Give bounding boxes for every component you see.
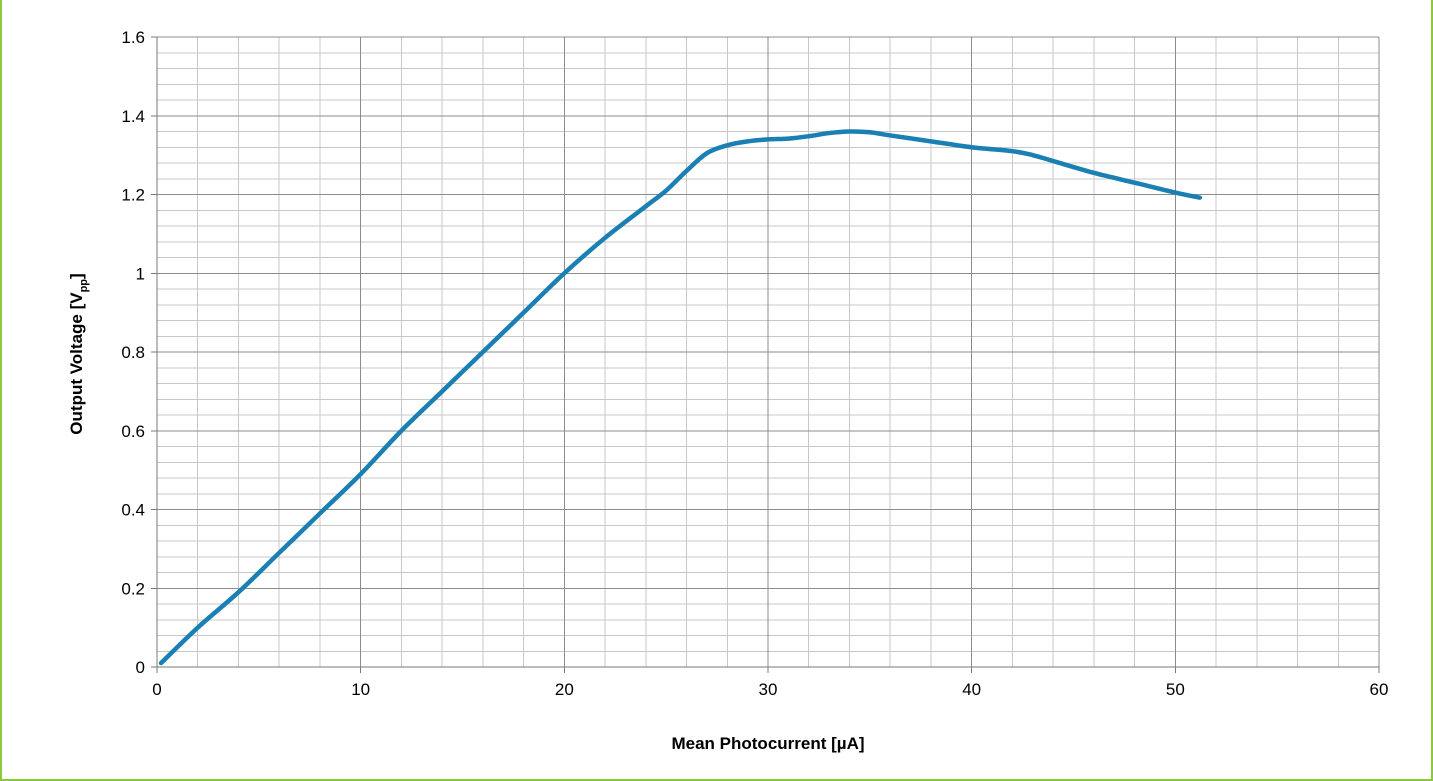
y-axis-title-subscript: pp: [78, 279, 90, 293]
y-tick-label: 0.8: [121, 343, 145, 362]
x-tick-labels: 0 10 20 30 40 50 60: [152, 680, 1388, 699]
y-tick-label: 1.2: [121, 186, 145, 205]
y-tick-label: 0.2: [121, 579, 145, 598]
y-tick-label: 1.4: [121, 107, 145, 126]
x-tick-label: 30: [759, 680, 778, 699]
y-axis-title-end: ]: [67, 273, 86, 279]
x-tick-label: 50: [1166, 680, 1185, 699]
series-layer: [158, 129, 1203, 666]
y-axis-title-main: Output Voltage [V: [67, 292, 86, 435]
y-tick-label: 0.4: [121, 501, 145, 520]
x-tick-label: 60: [1370, 680, 1389, 699]
x-axis-title: Mean Photocurrent [µA]: [671, 734, 864, 753]
y-axis-title: Output Voltage [Vpp]: [67, 273, 90, 434]
major-gridlines: [151, 36, 1380, 673]
x-tick-label: 0: [152, 680, 161, 699]
y-tick-label: 1.6: [121, 28, 145, 47]
y-tick-labels: 0 0.2 0.4 0.6 0.8 1 1.2 1.4 1.6: [121, 28, 145, 677]
y-tick-label: 1: [136, 264, 145, 283]
x-tick-label: 20: [555, 680, 574, 699]
x-tick-label: 10: [351, 680, 370, 699]
y-tick-label: 0.6: [121, 422, 145, 441]
series-line: [158, 129, 1203, 666]
x-tick-label: 40: [962, 680, 981, 699]
y-tick-label: 0: [136, 658, 145, 677]
